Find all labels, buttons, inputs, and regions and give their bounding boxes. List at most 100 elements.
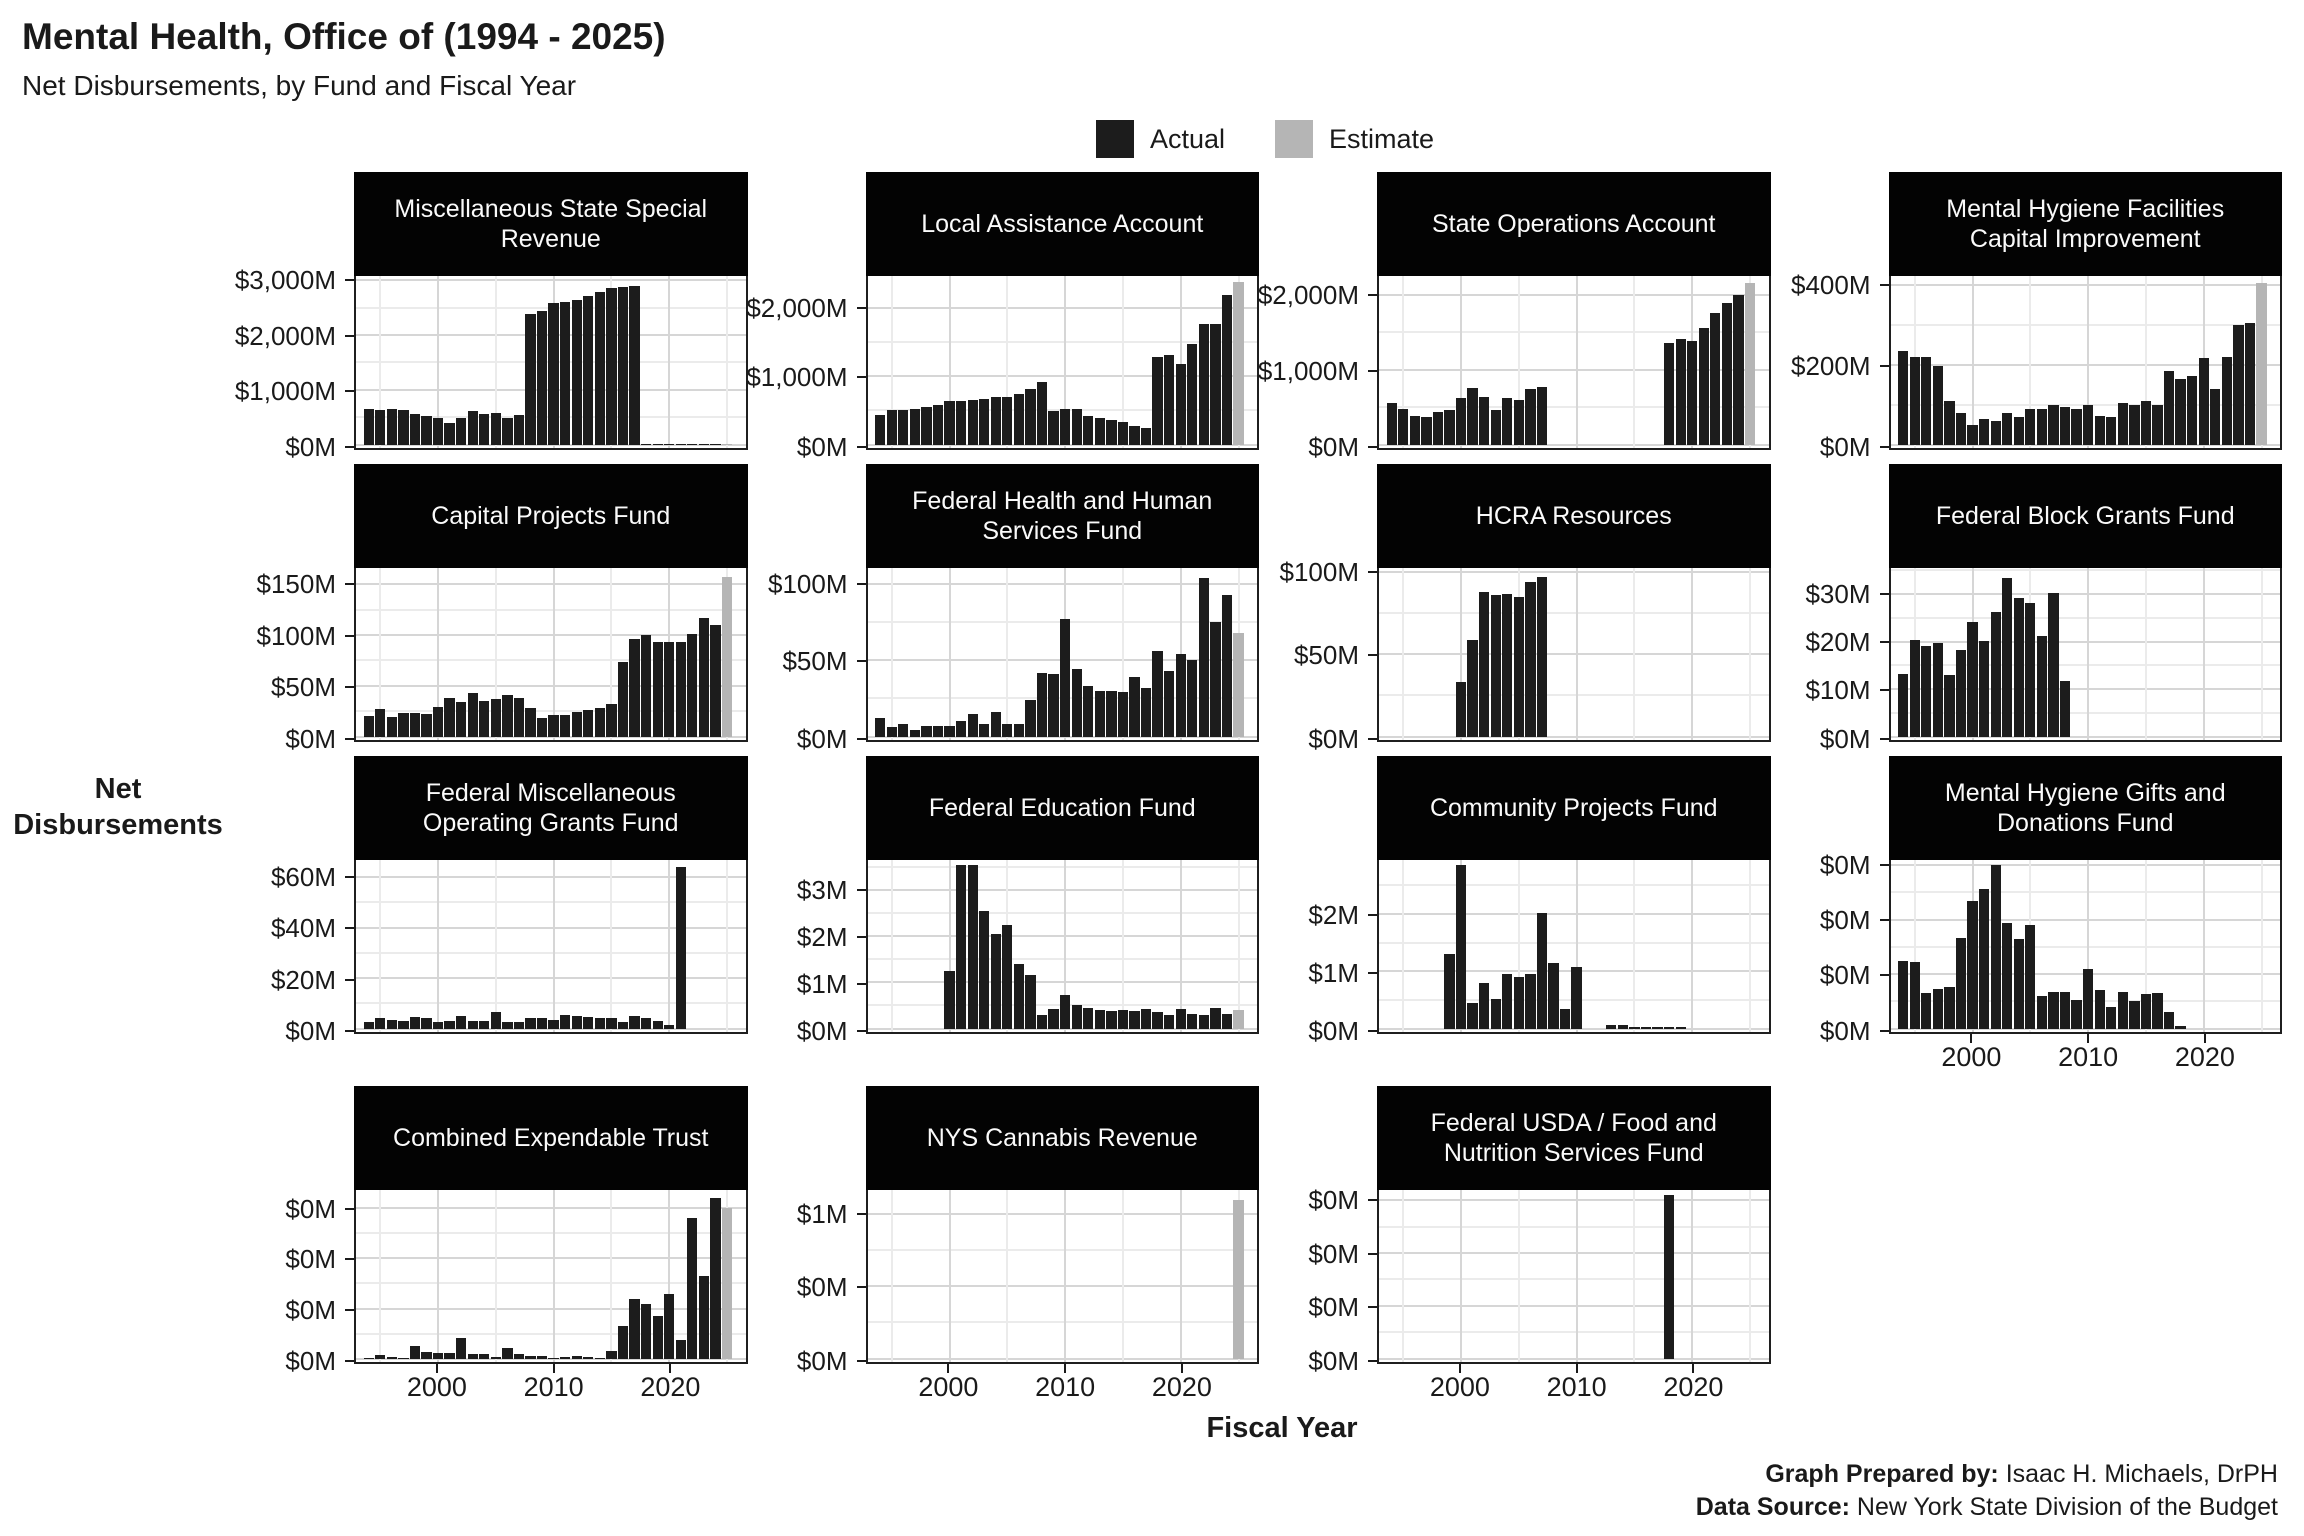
y-tick-mark	[1368, 445, 1377, 448]
y-tick-label: $0M	[1308, 723, 1359, 754]
bar-actual-2024	[1221, 294, 1233, 445]
bar-actual-2024	[2244, 322, 2256, 445]
gridline-minor	[1379, 694, 1769, 697]
facet-main: Federal Health and Human Services Fund	[865, 464, 1259, 742]
gridline-major	[1890, 593, 2280, 596]
y-tick-label: $0M	[285, 1345, 336, 1376]
bar-actual-2009	[536, 718, 548, 737]
facet-hcra-resources: $0M $50M $100M HCRA Resources	[1259, 464, 1771, 754]
bar-actual-1994	[363, 1357, 374, 1359]
bar-actual-2016	[1640, 1027, 1652, 1029]
bar-actual-1995	[1398, 408, 1409, 445]
facet-capital-projects-fund: $0M $50M $100M $150M Capital Projects Fund	[236, 464, 748, 754]
bar-actual-2003	[467, 1021, 478, 1029]
y-tick-mark	[856, 445, 866, 448]
credit-prepared-by-value: Isaac H. Michaels, DrPH	[1998, 1460, 2278, 1488]
bar-actual-2016	[617, 1021, 629, 1029]
y-tick-label: $1,000M	[234, 376, 336, 407]
bar-actual-1997	[398, 409, 409, 445]
y-tick-mark	[345, 390, 354, 393]
gridline-minor	[1517, 1190, 1520, 1362]
bar-actual-2006	[1013, 724, 1025, 737]
gridline-major	[356, 926, 746, 929]
gridline-minor	[1402, 1190, 1405, 1362]
facet-panel	[1377, 860, 1771, 1034]
bar-actual-2004	[990, 712, 1001, 737]
bar-actual-2017	[1140, 427, 1152, 445]
facet-strip: Federal Block Grants Fund	[1888, 464, 2282, 568]
y-tick-mark	[345, 1359, 354, 1362]
facet-main: Federal Block Grants Fund	[1888, 464, 2282, 742]
facet-strip-title: Capital Projects Fund	[431, 501, 671, 530]
bar-actual-2001	[1978, 888, 1990, 1029]
bar-actual-2004	[479, 414, 490, 445]
bar-actual-2018	[640, 634, 652, 737]
facet-strip-title: State Operations Account	[1431, 209, 1716, 238]
gridline-minor	[1749, 860, 1751, 1032]
facet-panel	[1888, 860, 2282, 1034]
gridline-major	[356, 443, 746, 446]
bar-actual-2015	[606, 1018, 617, 1029]
bar-actual-1997	[398, 1357, 409, 1359]
gridline-minor	[379, 276, 382, 448]
bar-actual-2018	[1152, 1012, 1163, 1029]
x-tick-label: 2010	[2058, 1042, 2119, 1072]
bar-actual-1998	[409, 1017, 421, 1029]
bar-actual-2020	[1175, 364, 1186, 445]
credits: Graph Prepared by: Isaac H. Michaels, Dr…	[1696, 1458, 2278, 1524]
bar-actual-2006	[2036, 408, 2048, 445]
facet-strip-title: Community Projects Fund	[1429, 793, 1718, 822]
gridline-major	[1575, 860, 1578, 1032]
gridline-minor	[1402, 276, 1405, 448]
bar-estimate-2025	[2256, 282, 2267, 445]
bar-actual-1996	[1921, 993, 1932, 1029]
gridline-major	[356, 583, 746, 586]
bar-actual-2004	[990, 397, 1001, 445]
bar-actual-2014	[594, 1017, 605, 1029]
bar-actual-2017	[629, 1016, 640, 1029]
bar-actual-2016	[1129, 426, 1140, 445]
bar-actual-2019	[1164, 1014, 1175, 1029]
gridline-minor	[494, 276, 497, 448]
bar-estimate-2025	[1233, 1010, 1244, 1029]
bar-actual-2009	[2071, 409, 2082, 445]
y-tick-mark	[856, 1359, 866, 1362]
y-tick-label: $100M	[256, 620, 337, 651]
bar-actual-2006	[2036, 635, 2048, 737]
y-tick-label: $50M	[1293, 640, 1359, 671]
bar-actual-1996	[898, 724, 909, 737]
bar-actual-2022	[1198, 578, 1209, 737]
y-tick-mark	[345, 1308, 354, 1311]
bar-actual-1997	[909, 409, 921, 445]
x-tick-mark	[1180, 1364, 1183, 1373]
gridline-major	[867, 735, 1257, 738]
bar-actual-2007	[513, 1021, 525, 1029]
gridline-minor	[1006, 276, 1009, 448]
gridline-major	[867, 375, 1257, 378]
bar-actual-2001	[955, 864, 967, 1029]
y-tick-mark	[856, 583, 866, 586]
gridline-major	[1890, 443, 2280, 446]
gridline-minor	[494, 860, 497, 1032]
bar-actual-2017	[629, 1298, 640, 1359]
gridline-major	[1691, 860, 1694, 1032]
facet-main: Federal Miscellaneous Operating Grants F…	[354, 756, 748, 1034]
bar-actual-2018	[1663, 342, 1675, 445]
gridline-minor	[610, 1190, 613, 1362]
bar-actual-2006	[1525, 974, 1536, 1029]
gridline-minor	[1379, 1225, 1769, 1228]
gridline-major	[1890, 1027, 2280, 1030]
gridline-minor	[1121, 860, 1124, 1032]
x-tick-label: 2010	[523, 1372, 584, 1402]
facet-panel	[354, 568, 748, 742]
bar-actual-2004	[479, 1353, 490, 1359]
bar-actual-2022	[1710, 312, 1721, 445]
bar-actual-2021	[2210, 388, 2221, 445]
x-tick-label: 2000	[1429, 1372, 1490, 1402]
y-axis-federal-miscellaneous-operating-grants-fund: $0M $20M $40M $60M	[236, 860, 354, 1046]
bar-actual-2006	[2036, 995, 2048, 1029]
y-tick-mark	[345, 1207, 354, 1210]
bar-actual-1998	[1944, 674, 1955, 737]
facet-main: Local Assistance Account	[865, 172, 1259, 450]
bar-actual-1998	[921, 725, 932, 737]
